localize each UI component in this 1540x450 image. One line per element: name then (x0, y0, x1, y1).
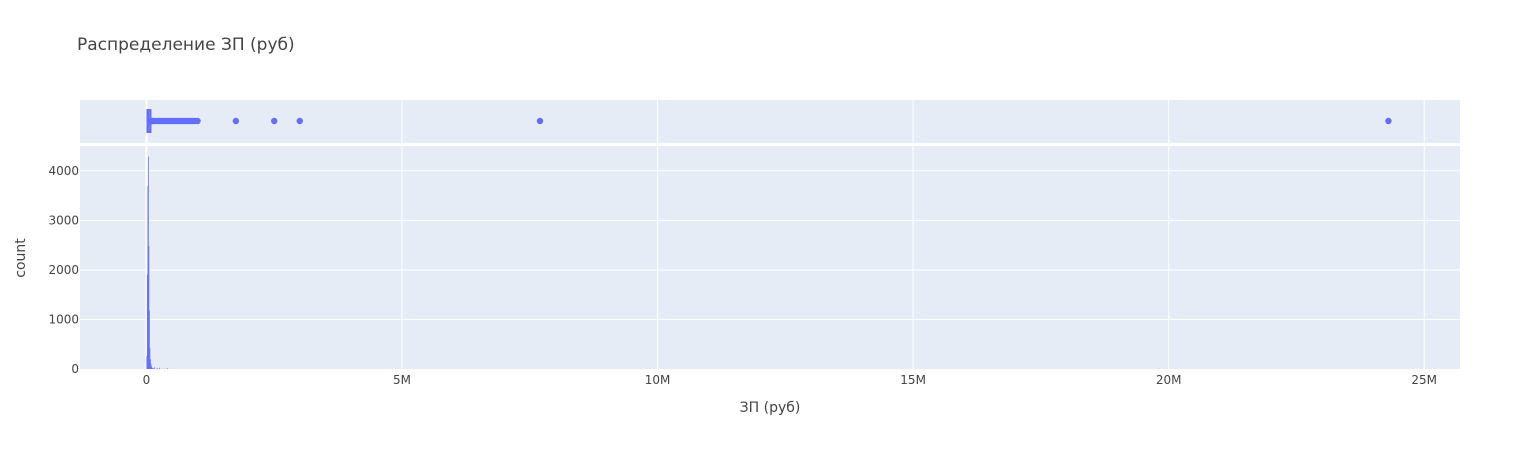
histogram-bar (150, 363, 152, 369)
y-tick-label: 0 (71, 362, 79, 376)
histogram-bar (146, 274, 148, 369)
chart-title: Распределение ЗП (руб) (77, 35, 295, 55)
y-tick-label: 2000 (48, 263, 79, 277)
x-tick-label: 5M (393, 373, 411, 387)
y-tick-label: 4000 (48, 164, 79, 178)
y-tick-label: 3000 (48, 213, 79, 227)
histogram-bar (149, 348, 151, 369)
histogram-bar (154, 367, 155, 369)
histogram-bar (147, 156, 149, 369)
histogram-bar (159, 367, 161, 369)
histogram-bar (150, 359, 151, 369)
box-outlier-point (232, 117, 240, 125)
x-tick-label: 10M (645, 373, 671, 387)
histogram-bar (148, 246, 150, 369)
box-outlier-point (296, 117, 303, 125)
y-axis-title: count (13, 238, 29, 278)
histogram-bar (156, 368, 158, 369)
box-outlier-point (536, 117, 544, 125)
histogram-bar (149, 310, 150, 369)
box-plot-area (80, 100, 1460, 143)
x-tick-label: 20M (1156, 373, 1182, 387)
histogram-bar (152, 368, 153, 369)
histogram-bar (151, 366, 152, 369)
histogram-bar (146, 356, 148, 369)
box-outlier-point (1385, 117, 1392, 125)
y-tick-label: 1000 (48, 312, 79, 326)
histogram-bar (147, 185, 149, 369)
histogram-bars (146, 156, 171, 369)
histogram-bar (152, 368, 154, 369)
x-tick-label: 0 (143, 373, 151, 387)
histogram-bar (166, 368, 168, 369)
box-marks (146, 109, 1392, 133)
x-tick-label: 25M (1411, 373, 1437, 387)
x-axis-ticks: 0 5M 10M 15M 20M 25M (143, 373, 1437, 387)
histogram-plot-area (80, 146, 1460, 369)
histogram-grid (80, 146, 1460, 369)
histogram-bar (151, 367, 153, 369)
y-axis-ticks: 0 1000 2000 3000 4000 (48, 164, 79, 376)
box-outlier-point (271, 117, 278, 125)
box-outlier-point (194, 117, 201, 125)
x-axis-title: ЗП (руб) (740, 400, 801, 416)
x-tick-label: 15M (900, 373, 926, 387)
